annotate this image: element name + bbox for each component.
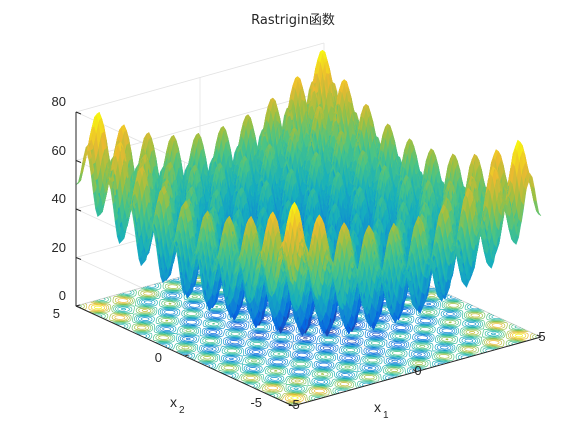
contour-line bbox=[88, 241, 529, 402]
surface-mesh bbox=[75, 49, 542, 337]
